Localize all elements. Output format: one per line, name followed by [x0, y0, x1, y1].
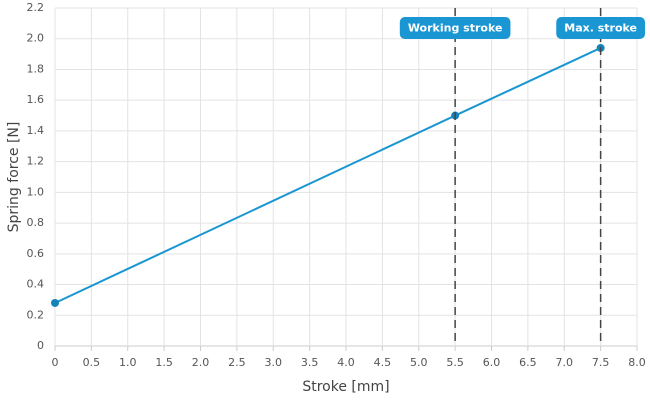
y-tick-label: 0.6 [27, 247, 45, 260]
x-tick-label: 1.5 [155, 356, 173, 369]
y-tick-label: 1.8 [27, 62, 45, 75]
x-tick-label: 2.0 [192, 356, 210, 369]
annotation-label: Working stroke [408, 22, 503, 35]
line [54, 47, 602, 304]
x-tick-label: 4.5 [374, 356, 392, 369]
x-tick-label: 5.0 [410, 356, 428, 369]
x-tick-label: 3.0 [265, 356, 283, 369]
x-tick-label: 5.5 [446, 356, 464, 369]
y-tick-label: 1.6 [27, 93, 45, 106]
y-tick-label: 0 [37, 339, 44, 352]
x-tick-label: 7.5 [592, 356, 610, 369]
x-tick-label: 0 [52, 356, 59, 369]
x-tick-label: 1.0 [119, 356, 137, 369]
x-tick-label: 3.5 [301, 356, 319, 369]
x-axis-label: Stroke [mm] [302, 379, 389, 395]
y-axis-label: Spring force [N] [6, 122, 22, 233]
annotation-box [556, 17, 645, 39]
x-tick-label: 6.5 [519, 356, 537, 369]
y-tick-label: 2.2 [27, 1, 45, 14]
x-tick-label: 6.0 [483, 356, 501, 369]
y-tick-label: 2.0 [27, 32, 45, 45]
x-tick-label: 8.0 [628, 356, 646, 369]
annotation-label: Max. stroke [564, 22, 637, 35]
x-tick-label: 4.0 [337, 356, 355, 369]
x-tick-label: 0.5 [83, 356, 101, 369]
y-tick-label: 1.2 [27, 155, 45, 168]
annotation-box [399, 17, 511, 39]
y-tick-label: 0.4 [27, 278, 45, 291]
y-tick-label: 0.2 [27, 308, 45, 321]
point [51, 298, 59, 307]
x-tick-label: 2.5 [228, 356, 246, 369]
y-tick-label: 1.4 [27, 124, 45, 137]
x-tick-label: 7.0 [556, 356, 574, 369]
y-tick-label: 0.8 [27, 216, 45, 229]
y-tick-label: 1.0 [27, 185, 45, 198]
